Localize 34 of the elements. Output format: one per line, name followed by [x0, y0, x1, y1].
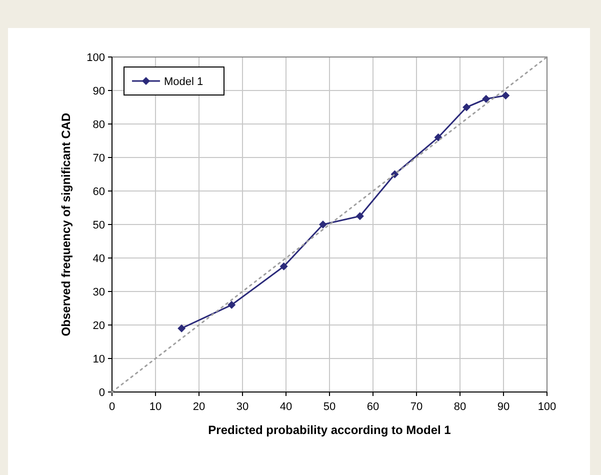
- point: [356, 212, 364, 220]
- y-tick-label: 20: [92, 320, 105, 332]
- point: [462, 103, 471, 112]
- point: [502, 92, 510, 100]
- point: [434, 133, 442, 142]
- x-tick-label: 100: [538, 401, 556, 413]
- y-tick-label: 10: [92, 354, 105, 366]
- point: [482, 94, 490, 103]
- y-tick-label: 70: [92, 152, 105, 164]
- point: [228, 300, 236, 309]
- y-tick-label: 40: [92, 253, 105, 265]
- x-tick-label: 0: [108, 401, 116, 413]
- x-tick-label: 10: [149, 401, 162, 413]
- x-tick-label: 20: [192, 401, 206, 413]
- y-tick-label: 50: [92, 220, 105, 232]
- point: [318, 220, 327, 228]
- legend-label: Model 1: [164, 76, 204, 88]
- point: [280, 262, 288, 270]
- x-tick-label: 60: [366, 401, 380, 413]
- y-axis-title: Observed frequency of significant CAD: [59, 112, 73, 336]
- y-tick-label: 80: [92, 119, 105, 131]
- y-tick-label: 60: [92, 186, 105, 198]
- x-tick-label: 50: [323, 401, 336, 413]
- x-tick-label: 80: [454, 401, 466, 413]
- x-tick-label: 30: [236, 401, 249, 413]
- x-tick-label: 40: [280, 401, 292, 413]
- y-tick-label: 100: [86, 52, 105, 64]
- x-tick-label: 90: [497, 401, 510, 413]
- x-tick-label: 70: [410, 401, 423, 413]
- x-axis-title: Predicted probability according to Model 1: [208, 423, 452, 437]
- y-tick-label: 0: [98, 387, 105, 399]
- y-tick-label: 90: [92, 86, 105, 98]
- point: [178, 324, 186, 332]
- y-tick-label: 30: [92, 286, 105, 298]
